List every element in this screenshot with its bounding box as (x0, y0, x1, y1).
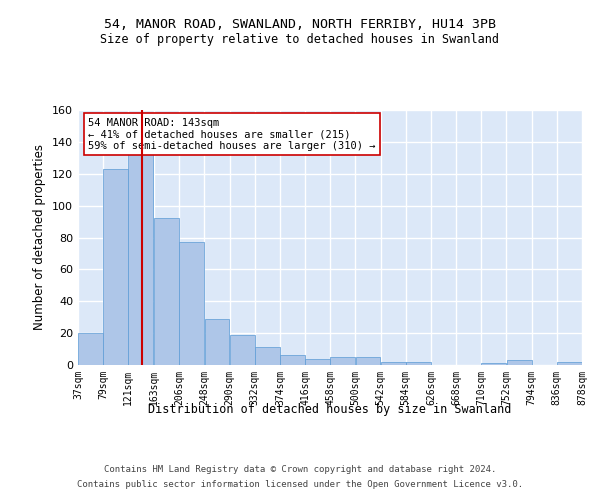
Bar (128, 153, 154, 365)
Text: Contains HM Land Registry data © Crown copyright and database right 2024.: Contains HM Land Registry data © Crown c… (104, 465, 496, 474)
Bar (381, 362, 406, 365)
Bar (481, 364, 506, 365)
Bar (205, 319, 229, 365)
Bar (103, 169, 128, 365)
Bar (255, 348, 280, 365)
Bar (356, 357, 380, 365)
Bar (557, 362, 582, 365)
Bar (230, 334, 254, 365)
Bar (280, 356, 305, 365)
Bar (154, 218, 179, 365)
Bar (305, 358, 330, 365)
Bar (331, 357, 355, 365)
Bar (78, 333, 103, 365)
Text: 54, MANOR ROAD, SWANLAND, NORTH FERRIBY, HU14 3PB: 54, MANOR ROAD, SWANLAND, NORTH FERRIBY,… (104, 18, 496, 30)
Bar (506, 360, 532, 365)
Y-axis label: Number of detached properties: Number of detached properties (34, 144, 46, 330)
Bar (406, 362, 431, 365)
Text: 54 MANOR ROAD: 143sqm
← 41% of detached houses are smaller (215)
59% of semi-det: 54 MANOR ROAD: 143sqm ← 41% of detached … (88, 118, 376, 151)
Text: Distribution of detached houses by size in Swanland: Distribution of detached houses by size … (148, 402, 512, 415)
Text: Size of property relative to detached houses in Swanland: Size of property relative to detached ho… (101, 32, 499, 46)
Text: Contains public sector information licensed under the Open Government Licence v3: Contains public sector information licen… (77, 480, 523, 489)
Bar (179, 242, 204, 365)
